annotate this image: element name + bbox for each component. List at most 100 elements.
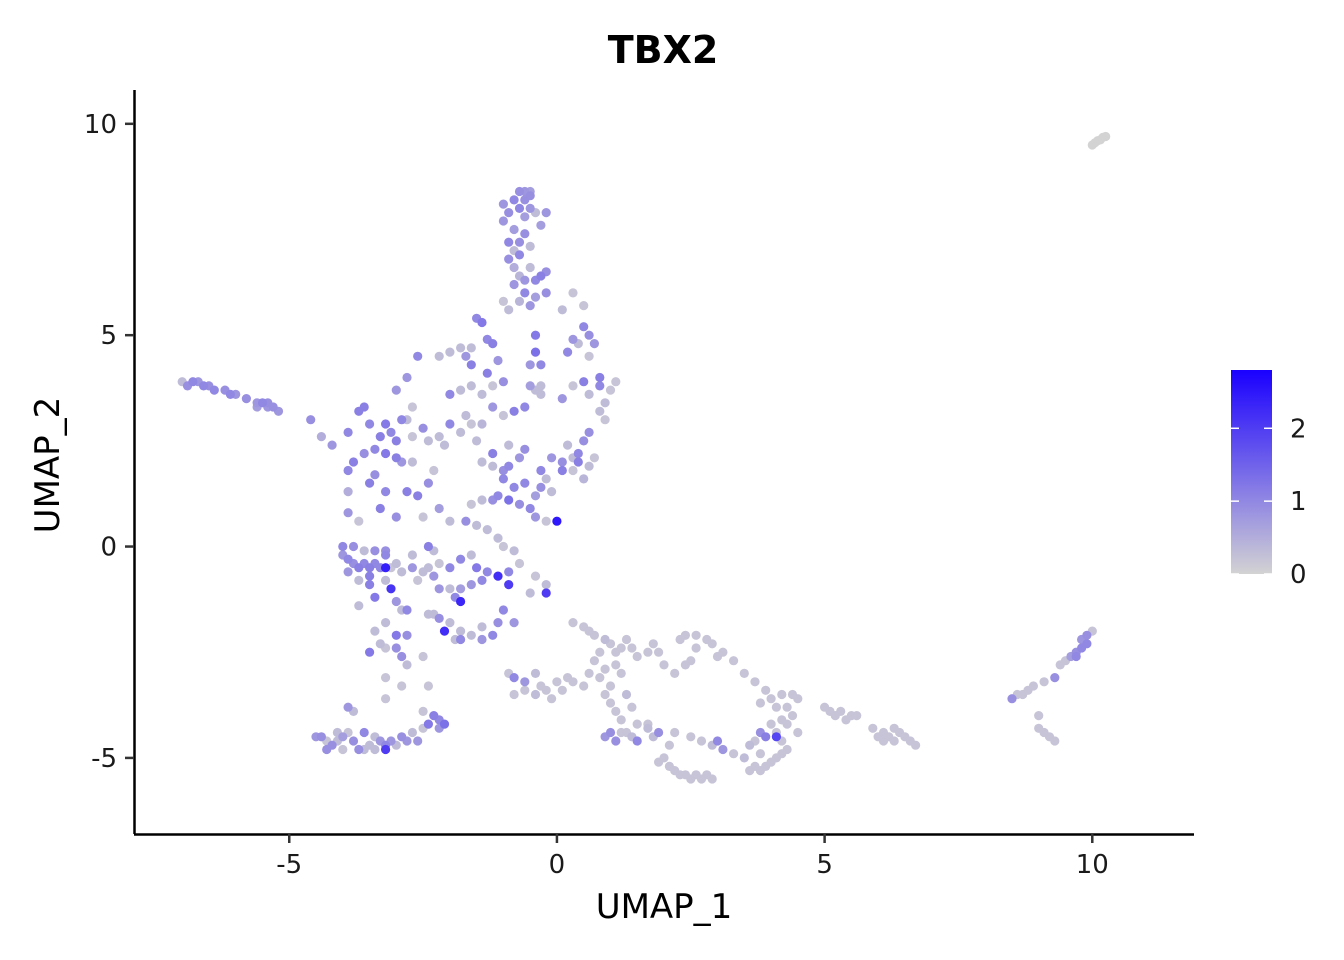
cell-point bbox=[327, 440, 337, 450]
cell-point bbox=[423, 541, 433, 552]
cell-point bbox=[477, 575, 487, 586]
cell-point bbox=[541, 516, 551, 526]
cell-point bbox=[525, 588, 535, 598]
cell-point bbox=[616, 715, 626, 725]
cell-point bbox=[477, 389, 487, 399]
y-tick-label: -5 bbox=[91, 744, 117, 774]
colorbar-tick-label: 1 bbox=[1290, 487, 1307, 517]
cell-point bbox=[536, 465, 546, 476]
cell-point bbox=[365, 571, 375, 581]
cell-point bbox=[477, 495, 487, 505]
cell-point bbox=[359, 402, 369, 412]
cell-point bbox=[530, 689, 541, 700]
cell-point bbox=[493, 571, 503, 581]
y-axis-title: UMAP_2 bbox=[28, 397, 68, 534]
cell-point bbox=[530, 571, 541, 581]
cell-point bbox=[407, 727, 417, 738]
cell-point bbox=[391, 512, 401, 522]
cell-point bbox=[456, 596, 466, 607]
cell-point bbox=[354, 601, 364, 611]
cell-point bbox=[391, 630, 401, 640]
cell-point bbox=[579, 322, 589, 332]
cell-point bbox=[530, 292, 541, 302]
cell-point bbox=[397, 415, 407, 425]
cell-point bbox=[568, 288, 578, 298]
cell-point bbox=[627, 643, 637, 653]
cell-point bbox=[525, 203, 535, 213]
cell-point bbox=[365, 478, 375, 488]
cell-point bbox=[611, 660, 621, 670]
cell-point bbox=[434, 503, 444, 514]
cell-point bbox=[493, 533, 503, 543]
cell-point bbox=[911, 740, 921, 750]
cell-point bbox=[472, 563, 482, 573]
cell-point bbox=[670, 668, 680, 679]
cell-point bbox=[391, 436, 401, 446]
cell-point bbox=[632, 736, 642, 746]
cell-point bbox=[584, 427, 594, 437]
cell-point bbox=[348, 541, 359, 552]
cell-point bbox=[718, 647, 728, 657]
cell-point bbox=[782, 719, 792, 729]
cell-point bbox=[541, 580, 551, 590]
cell-point bbox=[445, 584, 455, 594]
cell-point bbox=[520, 677, 530, 687]
cell-point bbox=[445, 563, 455, 573]
cell-point bbox=[434, 351, 444, 361]
cell-point bbox=[241, 394, 251, 404]
cell-point bbox=[348, 457, 359, 467]
cell-point bbox=[504, 567, 514, 577]
cell-point bbox=[777, 689, 787, 700]
cell-point bbox=[423, 478, 433, 488]
cell-point bbox=[600, 398, 610, 408]
cell-point bbox=[343, 487, 353, 497]
cell-point bbox=[407, 432, 417, 442]
cell-point bbox=[456, 343, 466, 353]
cell-point bbox=[343, 508, 353, 518]
cell-point bbox=[520, 288, 530, 298]
cell-point bbox=[343, 427, 353, 437]
cell-point bbox=[488, 461, 498, 471]
cell-point bbox=[306, 415, 316, 425]
cell-point bbox=[691, 643, 701, 653]
cell-point bbox=[413, 736, 423, 746]
cell-point bbox=[536, 220, 546, 230]
cell-point bbox=[525, 360, 535, 370]
cell-point bbox=[589, 453, 600, 463]
cell-point bbox=[541, 288, 551, 298]
cell-point bbox=[466, 630, 476, 640]
cell-point bbox=[579, 301, 589, 311]
cell-point bbox=[793, 727, 803, 738]
cell-point bbox=[338, 732, 348, 742]
cell-point bbox=[434, 432, 444, 442]
cell-point bbox=[616, 727, 626, 738]
cell-point bbox=[509, 689, 519, 700]
cell-point bbox=[632, 719, 642, 729]
cell-point bbox=[514, 203, 525, 213]
cell-point bbox=[568, 465, 578, 476]
cell-point bbox=[413, 491, 423, 501]
cell-point bbox=[514, 237, 525, 247]
axes: -5 0 5 10 -5 0 5 10 bbox=[84, 90, 1194, 880]
cell-point bbox=[488, 448, 498, 459]
cell-point bbox=[579, 474, 589, 484]
cell-point bbox=[782, 744, 792, 755]
cell-point bbox=[477, 419, 487, 429]
cell-point bbox=[530, 330, 541, 340]
cell-point bbox=[836, 706, 846, 717]
cell-point bbox=[712, 736, 723, 746]
cell-point bbox=[381, 694, 391, 704]
cell-point bbox=[391, 558, 401, 569]
cell-point bbox=[520, 444, 530, 454]
x-tick-label: 10 bbox=[1076, 850, 1109, 880]
cell-point bbox=[589, 630, 600, 640]
cell-point bbox=[536, 389, 546, 399]
cell-point bbox=[488, 339, 498, 349]
cell-point bbox=[520, 212, 530, 222]
cell-point bbox=[391, 453, 401, 463]
cell-point bbox=[504, 254, 514, 264]
cell-point bbox=[381, 448, 391, 459]
cell-point bbox=[589, 339, 600, 349]
cell-point bbox=[407, 550, 417, 560]
